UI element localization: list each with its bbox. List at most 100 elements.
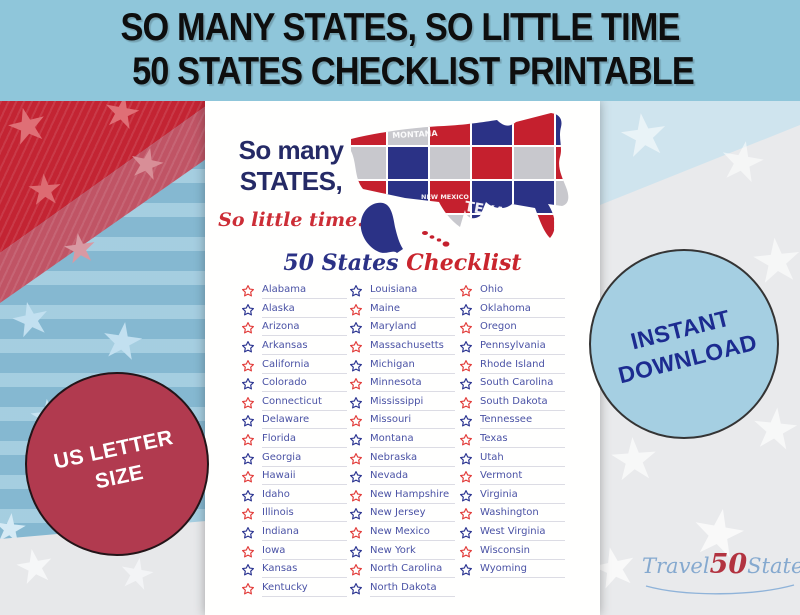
state-name: Rhode Island [480, 358, 565, 374]
star-checkbox-icon [459, 452, 473, 465]
checklist-item: Florida [241, 431, 347, 450]
state-name: Connecticut [262, 395, 347, 411]
hawaii-islands [422, 231, 450, 247]
star-checkbox-icon [349, 527, 363, 539]
checklist-item: Alabama [241, 282, 347, 301]
checklist-item: Montana [349, 431, 455, 450]
checklist-item: Vermont [459, 468, 565, 487]
checklist-item: Kansas [241, 561, 347, 580]
checklist-item: Maryland [349, 319, 455, 338]
logo-swoosh [645, 584, 795, 595]
state-name: New Hampshire [370, 488, 455, 504]
tagline-line-1: So many [238, 135, 344, 165]
star-checkbox-icon [241, 285, 255, 297]
state-name: Wisconsin [480, 544, 565, 560]
star-checkbox-icon [241, 396, 255, 409]
star-checkbox-icon [349, 471, 363, 483]
state-name: Louisiana [370, 283, 455, 300]
checklist-item: Delaware [241, 412, 347, 431]
state-name: Kansas [262, 562, 347, 579]
checklist-item: Mississippi [349, 394, 455, 413]
star-checkbox-icon [349, 303, 363, 316]
checklist-item: West Virginia [459, 524, 565, 543]
logo-part-states: States [747, 554, 800, 578]
checklist-item: Georgia [241, 449, 347, 468]
star-decoration-icon: ★ [713, 128, 772, 196]
state-name: Massachusetts [370, 339, 455, 356]
checklist-item: Washington [459, 505, 565, 524]
star-checkbox-icon [459, 378, 473, 390]
star-checkbox-icon [241, 545, 255, 558]
state-name: Alaska [262, 302, 347, 318]
state-name: Nebraska [370, 451, 455, 467]
state-name: California [262, 358, 347, 374]
star-decoration-icon: ★ [613, 101, 675, 172]
state-name: Oklahoma [480, 302, 565, 318]
checklist-item: Missouri [349, 412, 455, 431]
checklist-item: Louisiana [349, 282, 455, 301]
instant-download-badge-text: INSTANT DOWNLOAD [608, 298, 760, 391]
state-name: Mississippi [370, 395, 455, 411]
star-decoration-icon: ★ [24, 164, 66, 215]
checklist-item: Massachusetts [349, 338, 455, 357]
star-checkbox-icon [459, 396, 473, 409]
star-checkbox-icon [349, 508, 363, 520]
state-name: Arizona [262, 320, 347, 337]
checklist-title-part1: 50 States [283, 250, 399, 276]
state-name: Delaware [262, 413, 347, 430]
star-checkbox-icon [459, 415, 473, 427]
star-checkbox-icon [349, 582, 363, 595]
state-name: South Dakota [480, 395, 565, 411]
star-checkbox-icon [241, 415, 255, 427]
checklist-item: Michigan [349, 356, 455, 375]
checklist-item: Minnesota [349, 375, 455, 394]
instant-download-badge: INSTANT DOWNLOAD [589, 249, 779, 439]
star-decoration-icon: ★ [114, 547, 160, 600]
star-checkbox-icon [241, 359, 255, 372]
checklist-item: Oklahoma [459, 301, 565, 320]
star-decoration-icon: ★ [9, 536, 60, 596]
star-checkbox-icon [459, 285, 473, 297]
title-band: SO MANY STATES, SO LITTLE TIME 50 STATES… [0, 0, 800, 101]
checklist-column-1: Alabama Alaska Arizona Arkansas California Co… [241, 282, 347, 598]
state-name: Washington [480, 506, 565, 523]
star-checkbox-icon [349, 322, 363, 334]
flag-background-left: ★ ★ ★ ★ ★ ★ ★ ★ ★ ★ ★ ★ ★ [0, 101, 206, 615]
checklist-item: Hawaii [241, 468, 347, 487]
printable-paper: So many STATES, So little time. [205, 101, 600, 615]
state-name: Maryland [370, 320, 455, 337]
star-checkbox-icon [349, 285, 363, 297]
star-checkbox-icon [349, 378, 363, 390]
state-name: Minnesota [370, 376, 455, 393]
checklist-item: California [241, 356, 347, 375]
checklist-item: North Carolina [349, 561, 455, 580]
checklist-item: Kentucky [241, 580, 347, 599]
state-name: Kentucky [262, 581, 347, 597]
star-checkbox-icon [241, 508, 255, 520]
checklist-item: Maine [349, 301, 455, 320]
checklist-item: New Mexico [349, 524, 455, 543]
star-checkbox-icon [349, 564, 363, 576]
state-name: Arkansas [262, 339, 347, 356]
travel-50-states-logo: Travel50States [642, 549, 800, 605]
state-name: Maine [370, 302, 455, 318]
checklist-item: New Hampshire [349, 487, 455, 506]
checklist-column-2: Louisiana Maine Maryland Massachusetts Michi… [349, 282, 455, 598]
us-letter-size-badge-text: US LETTER SIZE [52, 424, 182, 504]
star-checkbox-icon [241, 582, 255, 595]
star-checkbox-icon [459, 434, 473, 446]
map-state-label: NEW MEXICO [421, 193, 469, 201]
checklist-item: Iowa [241, 542, 347, 561]
checklist-title: 50 States Checklist [205, 250, 600, 276]
state-name: Illinois [262, 506, 347, 523]
checklist-item: South Dakota [459, 394, 565, 413]
star-checkbox-icon [349, 434, 363, 446]
star-checkbox-icon [459, 489, 473, 502]
state-name: Ohio [480, 283, 565, 300]
state-name: Colorado [262, 376, 347, 393]
state-name: West Virginia [480, 525, 565, 542]
state-name: Michigan [370, 358, 455, 374]
checklist-item: Arizona [241, 319, 347, 338]
star-checkbox-icon [459, 564, 473, 576]
